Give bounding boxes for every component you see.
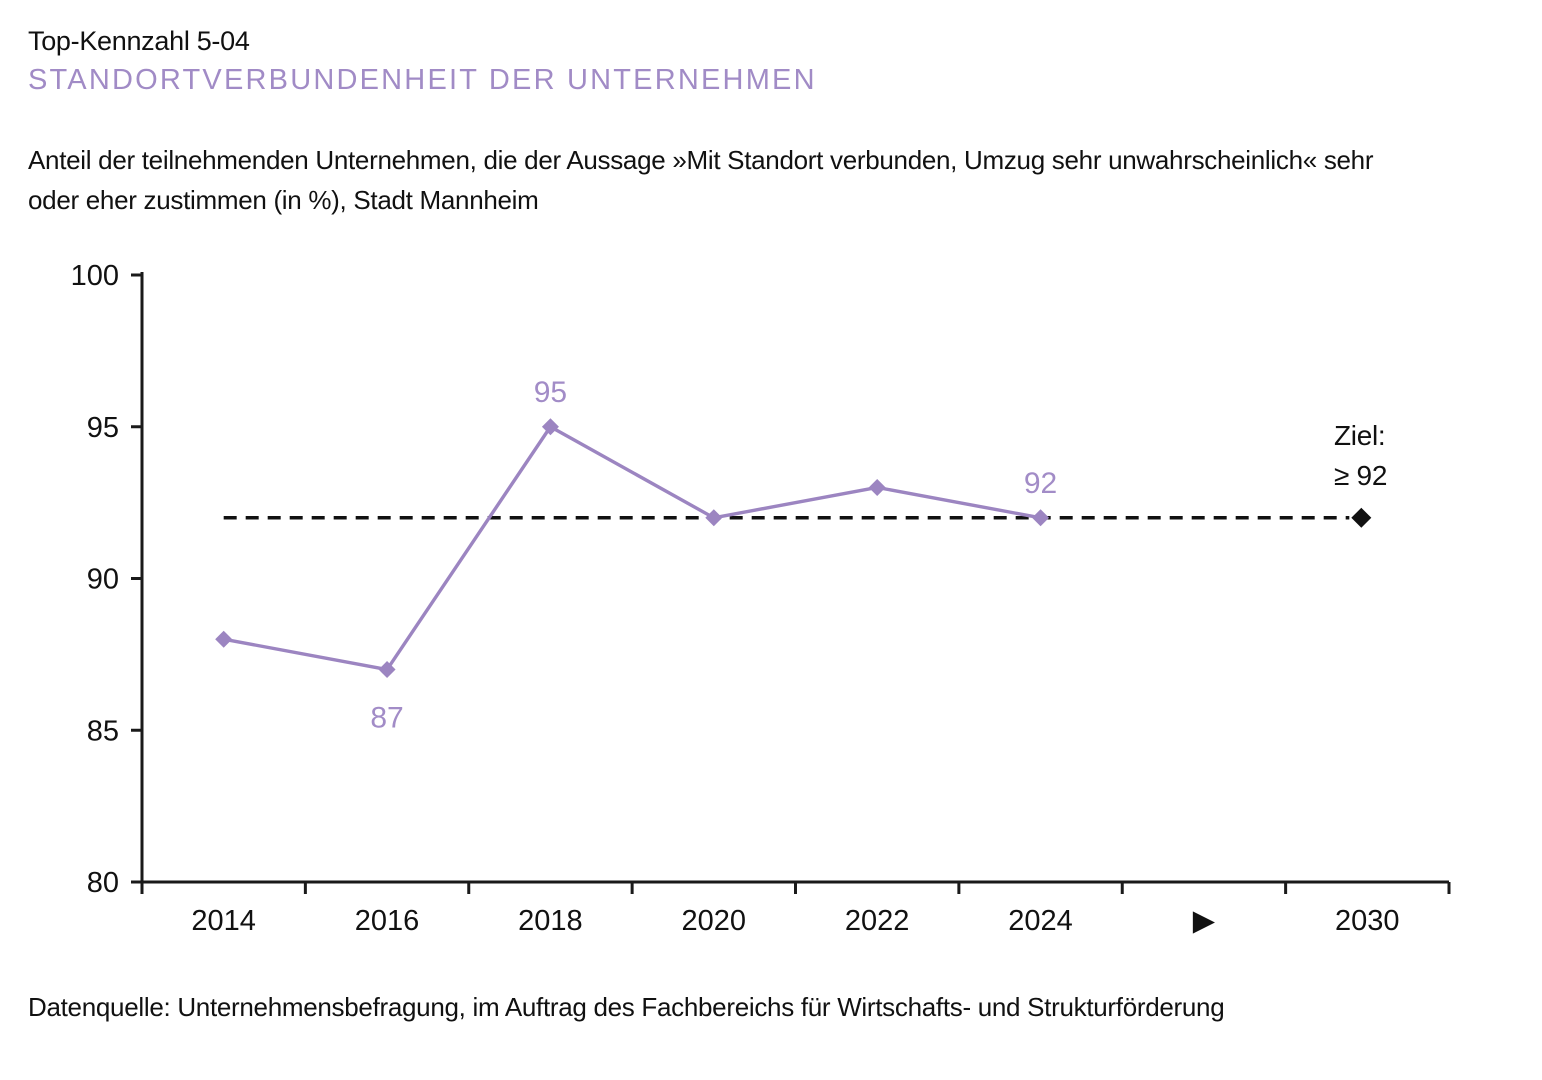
data-point-marker xyxy=(378,661,396,679)
target-value-label: ≥ 92 xyxy=(1334,460,1388,491)
kicker: Top-Kennzahl 5-04 xyxy=(28,26,250,56)
data-point-marker xyxy=(215,630,233,648)
series-line xyxy=(223,425,1041,672)
y-tick-label: 90 xyxy=(87,564,119,596)
target-annotation: Ziel: ≥ 92 xyxy=(1334,416,1387,496)
data-point-marker xyxy=(541,418,559,436)
data-point-label: 87 xyxy=(370,702,403,735)
data-point-label: 95 xyxy=(534,376,567,409)
y-tick-label: 95 xyxy=(87,412,119,444)
data-point-marker xyxy=(1032,509,1050,527)
x-tick-label: 2030 xyxy=(1335,905,1400,937)
x-tick-label: 2024 xyxy=(1008,905,1073,937)
y-tick-label: 85 xyxy=(87,715,119,747)
data-point-marker xyxy=(705,509,723,527)
chart-description: Anteil der teilnehmenden Unternehmen, di… xyxy=(28,140,1374,220)
x-tick-label: 2016 xyxy=(355,905,420,937)
data-source: Datenquelle: Unternehmensbefragung, im A… xyxy=(28,992,1225,1022)
x-tick-label: 2018 xyxy=(518,905,583,937)
y-tick-label: 100 xyxy=(71,260,119,292)
x-tick-label: 2020 xyxy=(682,905,747,937)
data-point-marker xyxy=(868,478,886,496)
forecast-arrow-icon: ▶ xyxy=(1193,905,1216,937)
x-tick-label: 2022 xyxy=(845,905,910,937)
x-tick-label: 2014 xyxy=(191,905,256,937)
data-point-label: 92 xyxy=(1024,467,1057,500)
target-label: Ziel: xyxy=(1334,420,1386,451)
description-line-1: Anteil der teilnehmenden Unternehmen, di… xyxy=(28,145,1374,175)
page-title: STANDORTVERBUNDENHEIT DER UNTERNEHMEN xyxy=(28,64,817,96)
y-tick-label: 80 xyxy=(87,867,119,899)
target-marker xyxy=(1351,507,1372,528)
description-line-2: oder eher zustimmen (in %), Stadt Mannhe… xyxy=(28,185,539,215)
